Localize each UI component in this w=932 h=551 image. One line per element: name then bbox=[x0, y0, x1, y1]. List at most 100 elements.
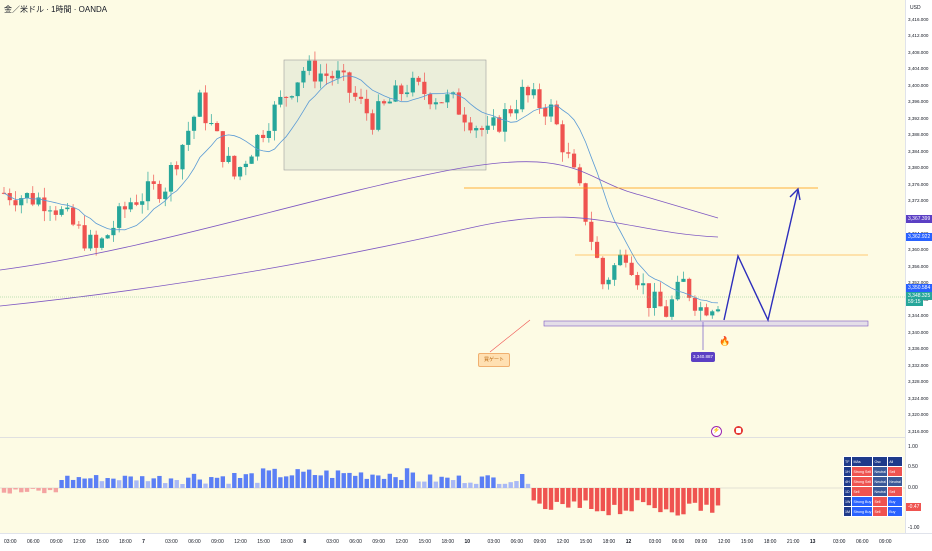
osc-bar bbox=[468, 482, 473, 488]
osc-bar bbox=[301, 471, 306, 488]
candle-body bbox=[433, 102, 438, 105]
osc-current-tag[interactable]: -0.47 bbox=[906, 503, 922, 511]
candle-body bbox=[186, 130, 191, 145]
time-tick-label: 12:00 bbox=[234, 539, 247, 545]
osc-bar bbox=[93, 475, 99, 488]
time-tick-label: 06:00 bbox=[671, 539, 685, 545]
candle-body bbox=[594, 241, 600, 258]
ta-cell: Strong Buy bbox=[851, 506, 874, 517]
time-tick-label: 15:00 bbox=[257, 539, 270, 545]
candle-body bbox=[140, 201, 145, 205]
time-tick-label: 03:00 bbox=[326, 539, 339, 545]
osc-bar bbox=[537, 488, 542, 504]
price-tag[interactable]: 3,350.584 bbox=[906, 284, 932, 292]
osc-bar bbox=[47, 488, 53, 491]
ta-row: 1D Sell Neutral Sell bbox=[842, 486, 903, 497]
candle-body bbox=[249, 156, 254, 164]
currency-label[interactable]: USD bbox=[910, 5, 921, 11]
time-tick-label: 03:00 bbox=[4, 539, 17, 545]
osc-bar bbox=[681, 488, 686, 515]
ta-cell: Sell bbox=[872, 496, 889, 507]
candle-body bbox=[353, 92, 358, 97]
ta-cell: 1W bbox=[842, 496, 853, 507]
osc-tick-label: 0.50 bbox=[908, 464, 918, 470]
candle-body bbox=[272, 104, 277, 131]
candle-body bbox=[560, 124, 565, 153]
price-tick-label: 3,340.000 bbox=[908, 329, 929, 335]
price-tick-label: 3,380.000 bbox=[908, 165, 929, 171]
osc-bar bbox=[393, 477, 398, 488]
osc-bar bbox=[416, 481, 421, 488]
candle-body bbox=[427, 94, 433, 105]
osc-bar bbox=[710, 488, 715, 513]
candle-body bbox=[197, 92, 202, 117]
osc-bar bbox=[255, 482, 260, 488]
candle-body bbox=[387, 101, 392, 104]
note-label[interactable]: 買ゲート bbox=[478, 353, 510, 367]
osc-bar bbox=[612, 488, 617, 505]
price-chart-pane[interactable] bbox=[0, 0, 905, 437]
time-tick-label: 10 bbox=[464, 539, 471, 545]
ta-header-row: TF MAs Osc All bbox=[842, 456, 903, 467]
price-axis[interactable] bbox=[905, 0, 932, 533]
time-axis[interactable] bbox=[0, 533, 932, 551]
candle-body bbox=[577, 167, 582, 184]
candle-body bbox=[468, 122, 473, 131]
time-tick-label: 03:00 bbox=[832, 539, 846, 545]
ta-cell: Buy bbox=[887, 506, 903, 517]
ta-cell: Strong Sell bbox=[851, 476, 874, 487]
price-tag[interactable]: 3,367.399 bbox=[906, 215, 932, 223]
osc-bar bbox=[669, 488, 675, 513]
consolidation-box bbox=[283, 59, 487, 171]
lightning-event-icon[interactable]: ⚡ bbox=[711, 426, 722, 437]
price-tag[interactable]: 59:15 bbox=[906, 298, 923, 306]
time-tick-label: 15:00 bbox=[96, 539, 109, 545]
ta-header-cell: Osc bbox=[872, 456, 889, 467]
time-tick-label: 12 bbox=[625, 539, 632, 545]
time-tick-label: 7 bbox=[142, 539, 145, 545]
technical-analysis-table: TF MAs Osc All 1H Strong Sell Neutral Sell 4H Str… bbox=[842, 456, 903, 517]
time-tick-label: 15:00 bbox=[418, 539, 431, 545]
time-tick-label: 18:00 bbox=[441, 539, 455, 545]
osc-bar bbox=[491, 477, 496, 488]
candle-body bbox=[479, 128, 485, 130]
osc-tick-label: 1.00 bbox=[908, 444, 918, 450]
osc-bar bbox=[186, 477, 191, 488]
low-price-label[interactable]: 3,340.887 bbox=[691, 352, 715, 362]
price-tag[interactable]: 3,348.325 bbox=[906, 292, 932, 300]
candle-body bbox=[571, 153, 577, 168]
candle-body bbox=[168, 165, 174, 192]
osc-bar bbox=[347, 472, 352, 488]
osc-bar bbox=[387, 473, 392, 488]
ta-cell: Neutral bbox=[872, 466, 889, 477]
candle-body bbox=[214, 123, 220, 132]
ta-cell: Neutral bbox=[872, 486, 889, 497]
us-flag-event-icon[interactable] bbox=[734, 426, 743, 435]
candle-body bbox=[82, 225, 87, 249]
osc-bar bbox=[42, 488, 47, 494]
time-tick-label: 06:00 bbox=[510, 539, 524, 545]
pane-separator[interactable] bbox=[0, 437, 905, 438]
time-tick-label: 03:00 bbox=[487, 539, 501, 545]
price-tag[interactable]: 3,362.922 bbox=[906, 233, 932, 241]
candle-body bbox=[122, 206, 128, 210]
osc-bar bbox=[404, 468, 410, 488]
osc-bar bbox=[283, 476, 289, 488]
candle-body bbox=[284, 96, 289, 98]
candle-body bbox=[53, 210, 58, 215]
candle-body bbox=[537, 89, 542, 108]
ta-row: 1M Strong Buy Sell Buy bbox=[842, 506, 903, 517]
ta-header-cell: MAs bbox=[851, 456, 874, 467]
osc-bar bbox=[445, 477, 450, 488]
candle-body bbox=[698, 307, 703, 311]
candle-body bbox=[209, 123, 214, 125]
price-tick-label: 3,400.000 bbox=[908, 82, 929, 88]
price-tick-label: 3,372.000 bbox=[908, 198, 929, 204]
osc-bar bbox=[508, 482, 513, 488]
time-tick-label: 09:00 bbox=[211, 539, 224, 545]
osc-bar bbox=[157, 475, 162, 488]
candle-body bbox=[157, 183, 162, 200]
candle-body bbox=[42, 197, 47, 212]
osc-bar bbox=[514, 481, 519, 488]
time-tick-label: 09:00 bbox=[879, 539, 892, 545]
